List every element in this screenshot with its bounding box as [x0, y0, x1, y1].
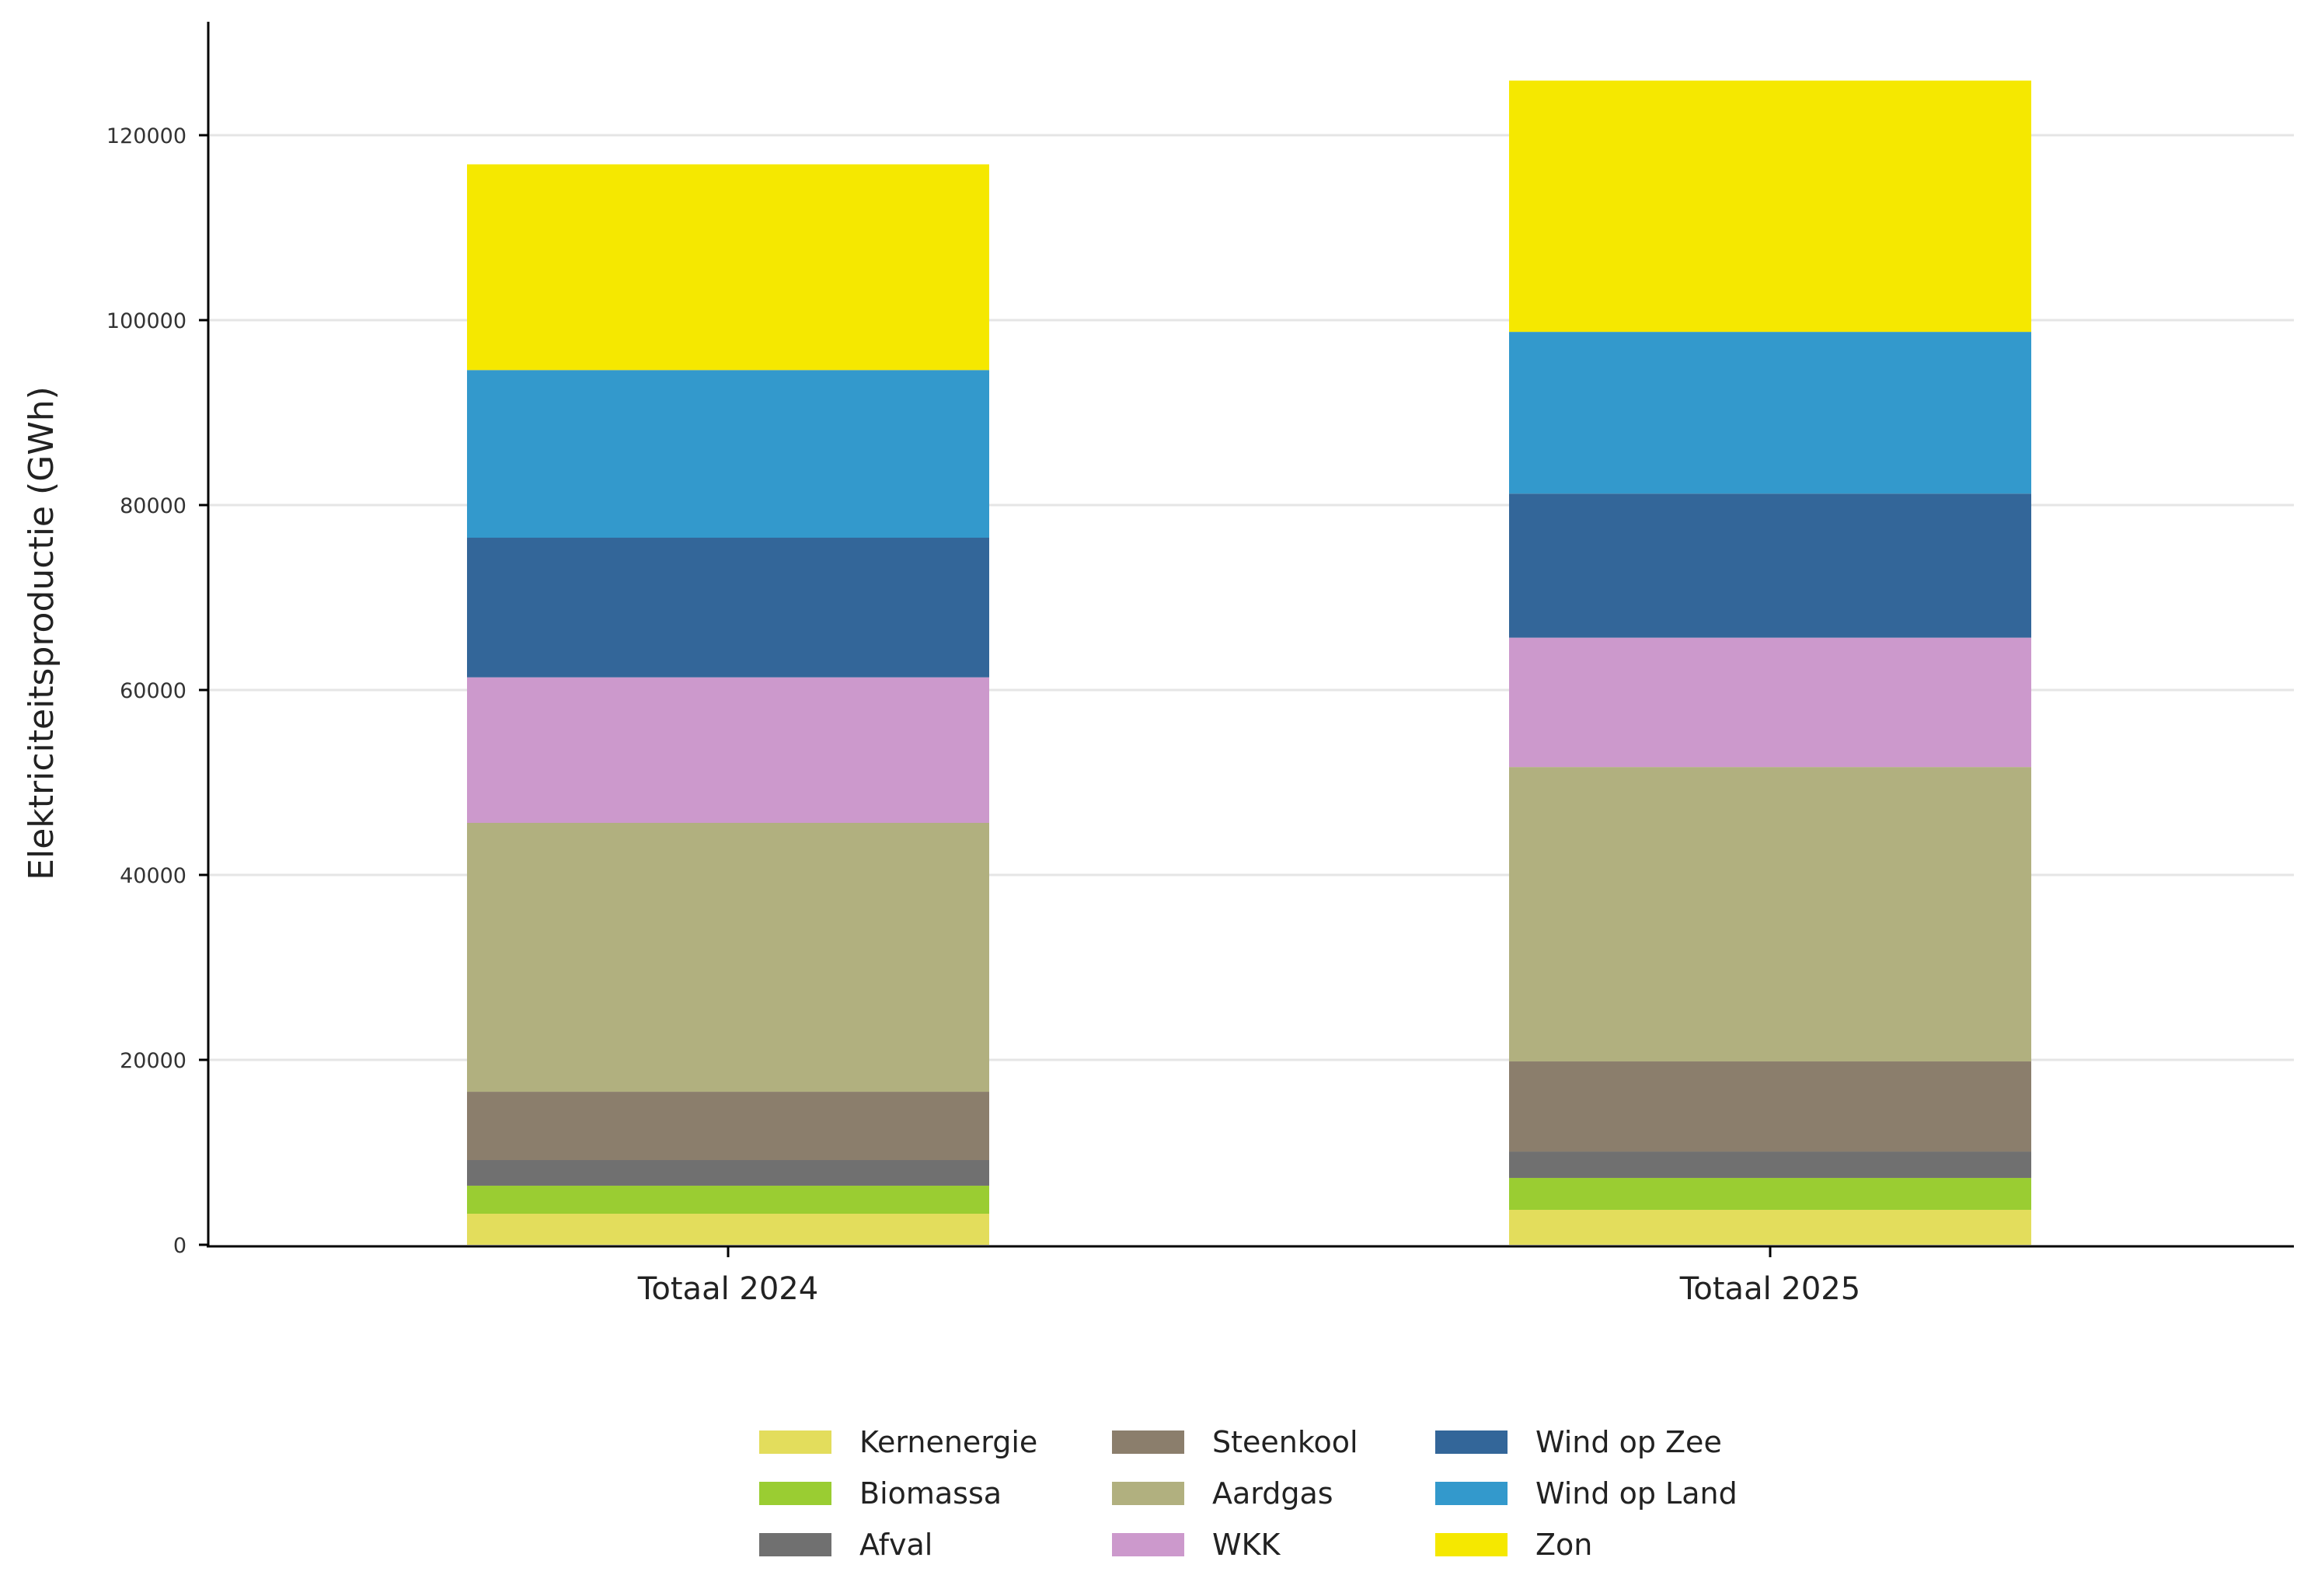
legend-item: Steenkool [1112, 1425, 1358, 1459]
legend-swatch [1435, 1482, 1508, 1505]
y-tick-label: 100000 [106, 309, 186, 333]
bar-segment-afval-1 [467, 1159, 989, 1186]
bar-segment-zon-1 [467, 164, 989, 371]
legend-label: Kernenergie [859, 1425, 1037, 1459]
bar-segment-wind-op-zee-2 [1509, 493, 2031, 638]
legend-swatch [1435, 1430, 1508, 1454]
legend-item: Wind op Land [1435, 1476, 1738, 1511]
legend-label: Zon [1535, 1528, 1592, 1562]
bar-segment-biomassa-2 [1509, 1177, 2031, 1211]
legend: Kernenergie Biomassa Afval Steenkool Aardgas… [759, 1425, 1738, 1562]
legend-label: WKK [1212, 1528, 1281, 1562]
y-axis-ticks: 0 20000 40000 60000 80000 100000 120000 [106, 124, 208, 1258]
legend-label: Wind op Zee [1535, 1425, 1722, 1459]
legend-swatch [1112, 1430, 1184, 1454]
bar-segment-aardgas-2 [1509, 767, 2031, 1062]
bar-segment-kernenergie-2 [1509, 1210, 2031, 1245]
y-tick-label: 80000 [120, 494, 186, 518]
legend-item: Kernenergie [759, 1425, 1037, 1459]
legend-label: Steenkool [1212, 1425, 1358, 1459]
y-tick-label: 40000 [120, 864, 186, 888]
bar-segment-wind-op-zee-1 [467, 538, 989, 678]
bar-segment-wind-op-land-1 [467, 370, 989, 538]
legend-label: Wind op Land [1535, 1476, 1738, 1511]
legend-swatch [1112, 1533, 1184, 1556]
legend-item: WKK [1112, 1528, 1281, 1562]
x-tick-label: Totaal 2025 [1679, 1271, 1860, 1307]
legend-swatch [1112, 1482, 1184, 1505]
bar-segment-zon-2 [1509, 80, 2031, 333]
legend-swatch [759, 1533, 831, 1556]
y-tick-label: 0 [173, 1234, 186, 1258]
y-tick-label: 20000 [120, 1049, 186, 1073]
bar-segment-wkk-2 [1509, 637, 2031, 768]
y-tick-label: 60000 [120, 679, 186, 703]
legend-item: Aardgas [1112, 1476, 1333, 1511]
bar-segment-steenkool-1 [467, 1092, 989, 1160]
legend-item: Wind op Zee [1435, 1425, 1722, 1459]
legend-label: Aardgas [1212, 1476, 1333, 1511]
x-tick-label: Totaal 2024 [637, 1271, 818, 1307]
bar-segment-steenkool-2 [1509, 1061, 2031, 1152]
legend-item: Zon [1435, 1528, 1592, 1562]
legend-label: Biomassa [859, 1476, 1002, 1511]
y-tick-label: 120000 [106, 124, 186, 148]
legend-swatch [759, 1430, 831, 1454]
legend-label: Afval [859, 1528, 932, 1562]
bar-segment-kernenergie-1 [467, 1214, 989, 1245]
bar-segment-aardgas-1 [467, 823, 989, 1092]
y-axis-title: Elektriciteitsproductie (GWh) [22, 386, 61, 880]
legend-item: Afval [759, 1528, 932, 1562]
legend-swatch [1435, 1533, 1508, 1556]
bar-segment-wind-op-land-2 [1509, 332, 2031, 494]
x-axis-ticks: Totaal 2024 Totaal 2025 [637, 1246, 1860, 1307]
legend-swatch [759, 1482, 831, 1505]
bar-segment-biomassa-1 [467, 1185, 989, 1214]
legend-item: Biomassa [759, 1476, 1002, 1511]
bars [467, 80, 2031, 1245]
bar-segment-wkk-1 [467, 677, 989, 824]
bar-segment-afval-2 [1509, 1152, 2031, 1178]
